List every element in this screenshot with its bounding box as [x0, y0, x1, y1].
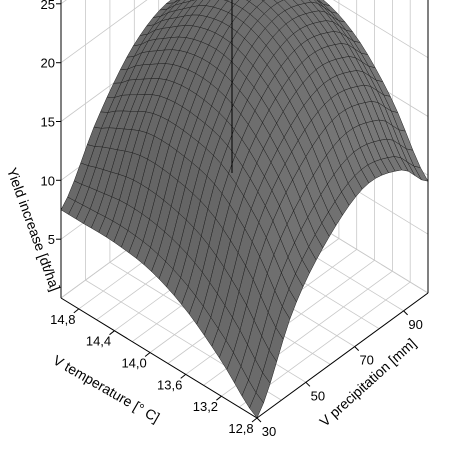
- z-tick-label: 25: [41, 0, 55, 12]
- x-axis-ticks: 30 50 70 90: [262, 317, 423, 439]
- x-tick-mark: [403, 310, 408, 316]
- z-tick-label: 15: [41, 115, 55, 130]
- y-tick-mark: [109, 330, 115, 336]
- y-tick-mark: [73, 308, 80, 314]
- frame-edge: [60, 297, 258, 419]
- x-tick-mark: [305, 381, 311, 387]
- x-tick-label: 50: [311, 388, 325, 403]
- chart-frame: [56, 0, 429, 423]
- surface-cell: [249, 392, 264, 419]
- grid-line: [332, 0, 429, 59]
- frame-edge: [256, 292, 429, 419]
- x-tick-mark: [256, 417, 262, 423]
- y-tick-label: 14,0: [121, 356, 146, 371]
- z-tick-label: 10: [41, 173, 55, 188]
- y-tick-mark: [144, 352, 151, 357]
- y-tick-label: 13,2: [193, 399, 218, 414]
- y-tick-label: 14,4: [86, 334, 111, 349]
- y-tick-mark: [216, 395, 222, 401]
- y-tick-label: 13,6: [157, 377, 182, 392]
- z-tick-label: 5: [48, 232, 55, 247]
- y-axis-ticks: 12,8 13,2 13,6 14,0 14,4 14,8: [50, 312, 254, 436]
- y-tick-mark: [251, 417, 258, 423]
- y-tick-mark: [180, 374, 187, 379]
- surface-plot: [60, 0, 429, 419]
- x-tick-label: 30: [262, 424, 276, 439]
- x-axis-title: V precipitation [mm]: [316, 335, 419, 430]
- x-tick-mark: [354, 346, 360, 351]
- y-tick-label: 14,8: [50, 312, 75, 327]
- x-tick-label: 90: [408, 317, 422, 332]
- y-tick-label: 12,8: [228, 421, 253, 436]
- z-axis-ticks: 5 10 15 20 25 30: [41, 0, 55, 247]
- z-tick-label: 20: [41, 56, 55, 71]
- grid-line: [60, 0, 148, 64]
- x-tick-label: 70: [359, 353, 373, 368]
